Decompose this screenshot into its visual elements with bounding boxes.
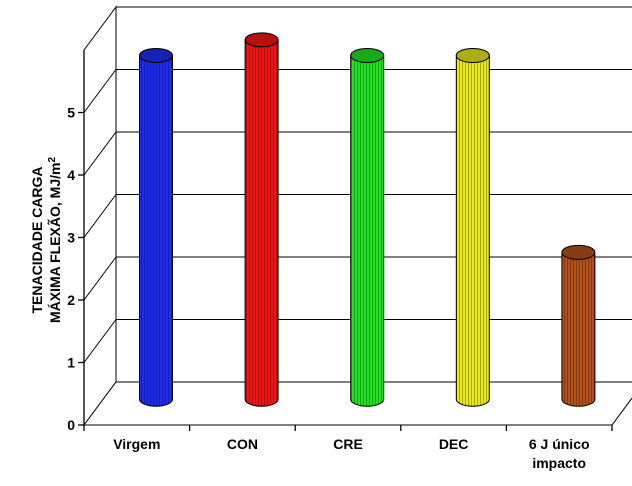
bars [139, 32, 596, 407]
bar-cap [139, 47, 173, 63]
x-tick-label: CRE [333, 436, 363, 452]
gridline-side [83, 319, 117, 363]
x-tick-label: 6 J único [529, 436, 590, 452]
bar-texture [350, 55, 384, 407]
gridline-side [83, 256, 117, 301]
x-axis-labels: Virgem CON CRE DEC 6 J único impacto [113, 436, 589, 471]
y-tick-label: 5 [67, 105, 75, 121]
bar-cap [455, 47, 490, 63]
x-tick-label: Virgem [113, 436, 160, 452]
x-tick-label: impacto [532, 455, 586, 471]
bar [350, 47, 385, 407]
bar [455, 47, 490, 407]
y-tick-label: 0 [67, 417, 75, 433]
y-tick-label: 4 [67, 167, 75, 183]
bar-texture [561, 252, 595, 407]
bar-texture [245, 39, 279, 407]
bar-texture [456, 55, 490, 407]
y-axis-title-line: MÁXIMA FLEXÃO, MJ/m2 [46, 157, 63, 324]
y-tick-label: 3 [67, 230, 75, 246]
bar-texture [139, 55, 173, 407]
y-tick-label: 2 [67, 292, 75, 308]
y-axis-title: TENACIDADE CARGA MÁXIMA FLEXÃO, MJ/m2 [29, 157, 63, 324]
y-tick-label: 1 [67, 355, 75, 371]
gridline-side [83, 131, 117, 176]
bar [244, 32, 279, 407]
gridline-side [83, 194, 117, 238]
x-tick-label: CON [227, 436, 258, 452]
bar [139, 47, 173, 407]
y-axis: 0 1 2 3 4 5 [67, 105, 613, 433]
bar-cap [350, 47, 385, 63]
bar-cap [561, 244, 596, 260]
bar [561, 244, 596, 407]
x-tick-label: DEC [439, 436, 469, 452]
y-axis-title-superscript: 2 [47, 157, 58, 163]
bar-cap [244, 32, 279, 48]
gridline-side [83, 69, 117, 113]
y-axis-title-line: TENACIDADE CARGA [29, 167, 45, 314]
